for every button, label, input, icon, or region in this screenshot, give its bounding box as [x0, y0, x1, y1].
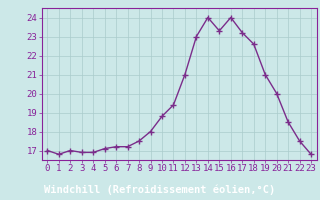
Text: Windchill (Refroidissement éolien,°C): Windchill (Refroidissement éolien,°C): [44, 184, 276, 195]
